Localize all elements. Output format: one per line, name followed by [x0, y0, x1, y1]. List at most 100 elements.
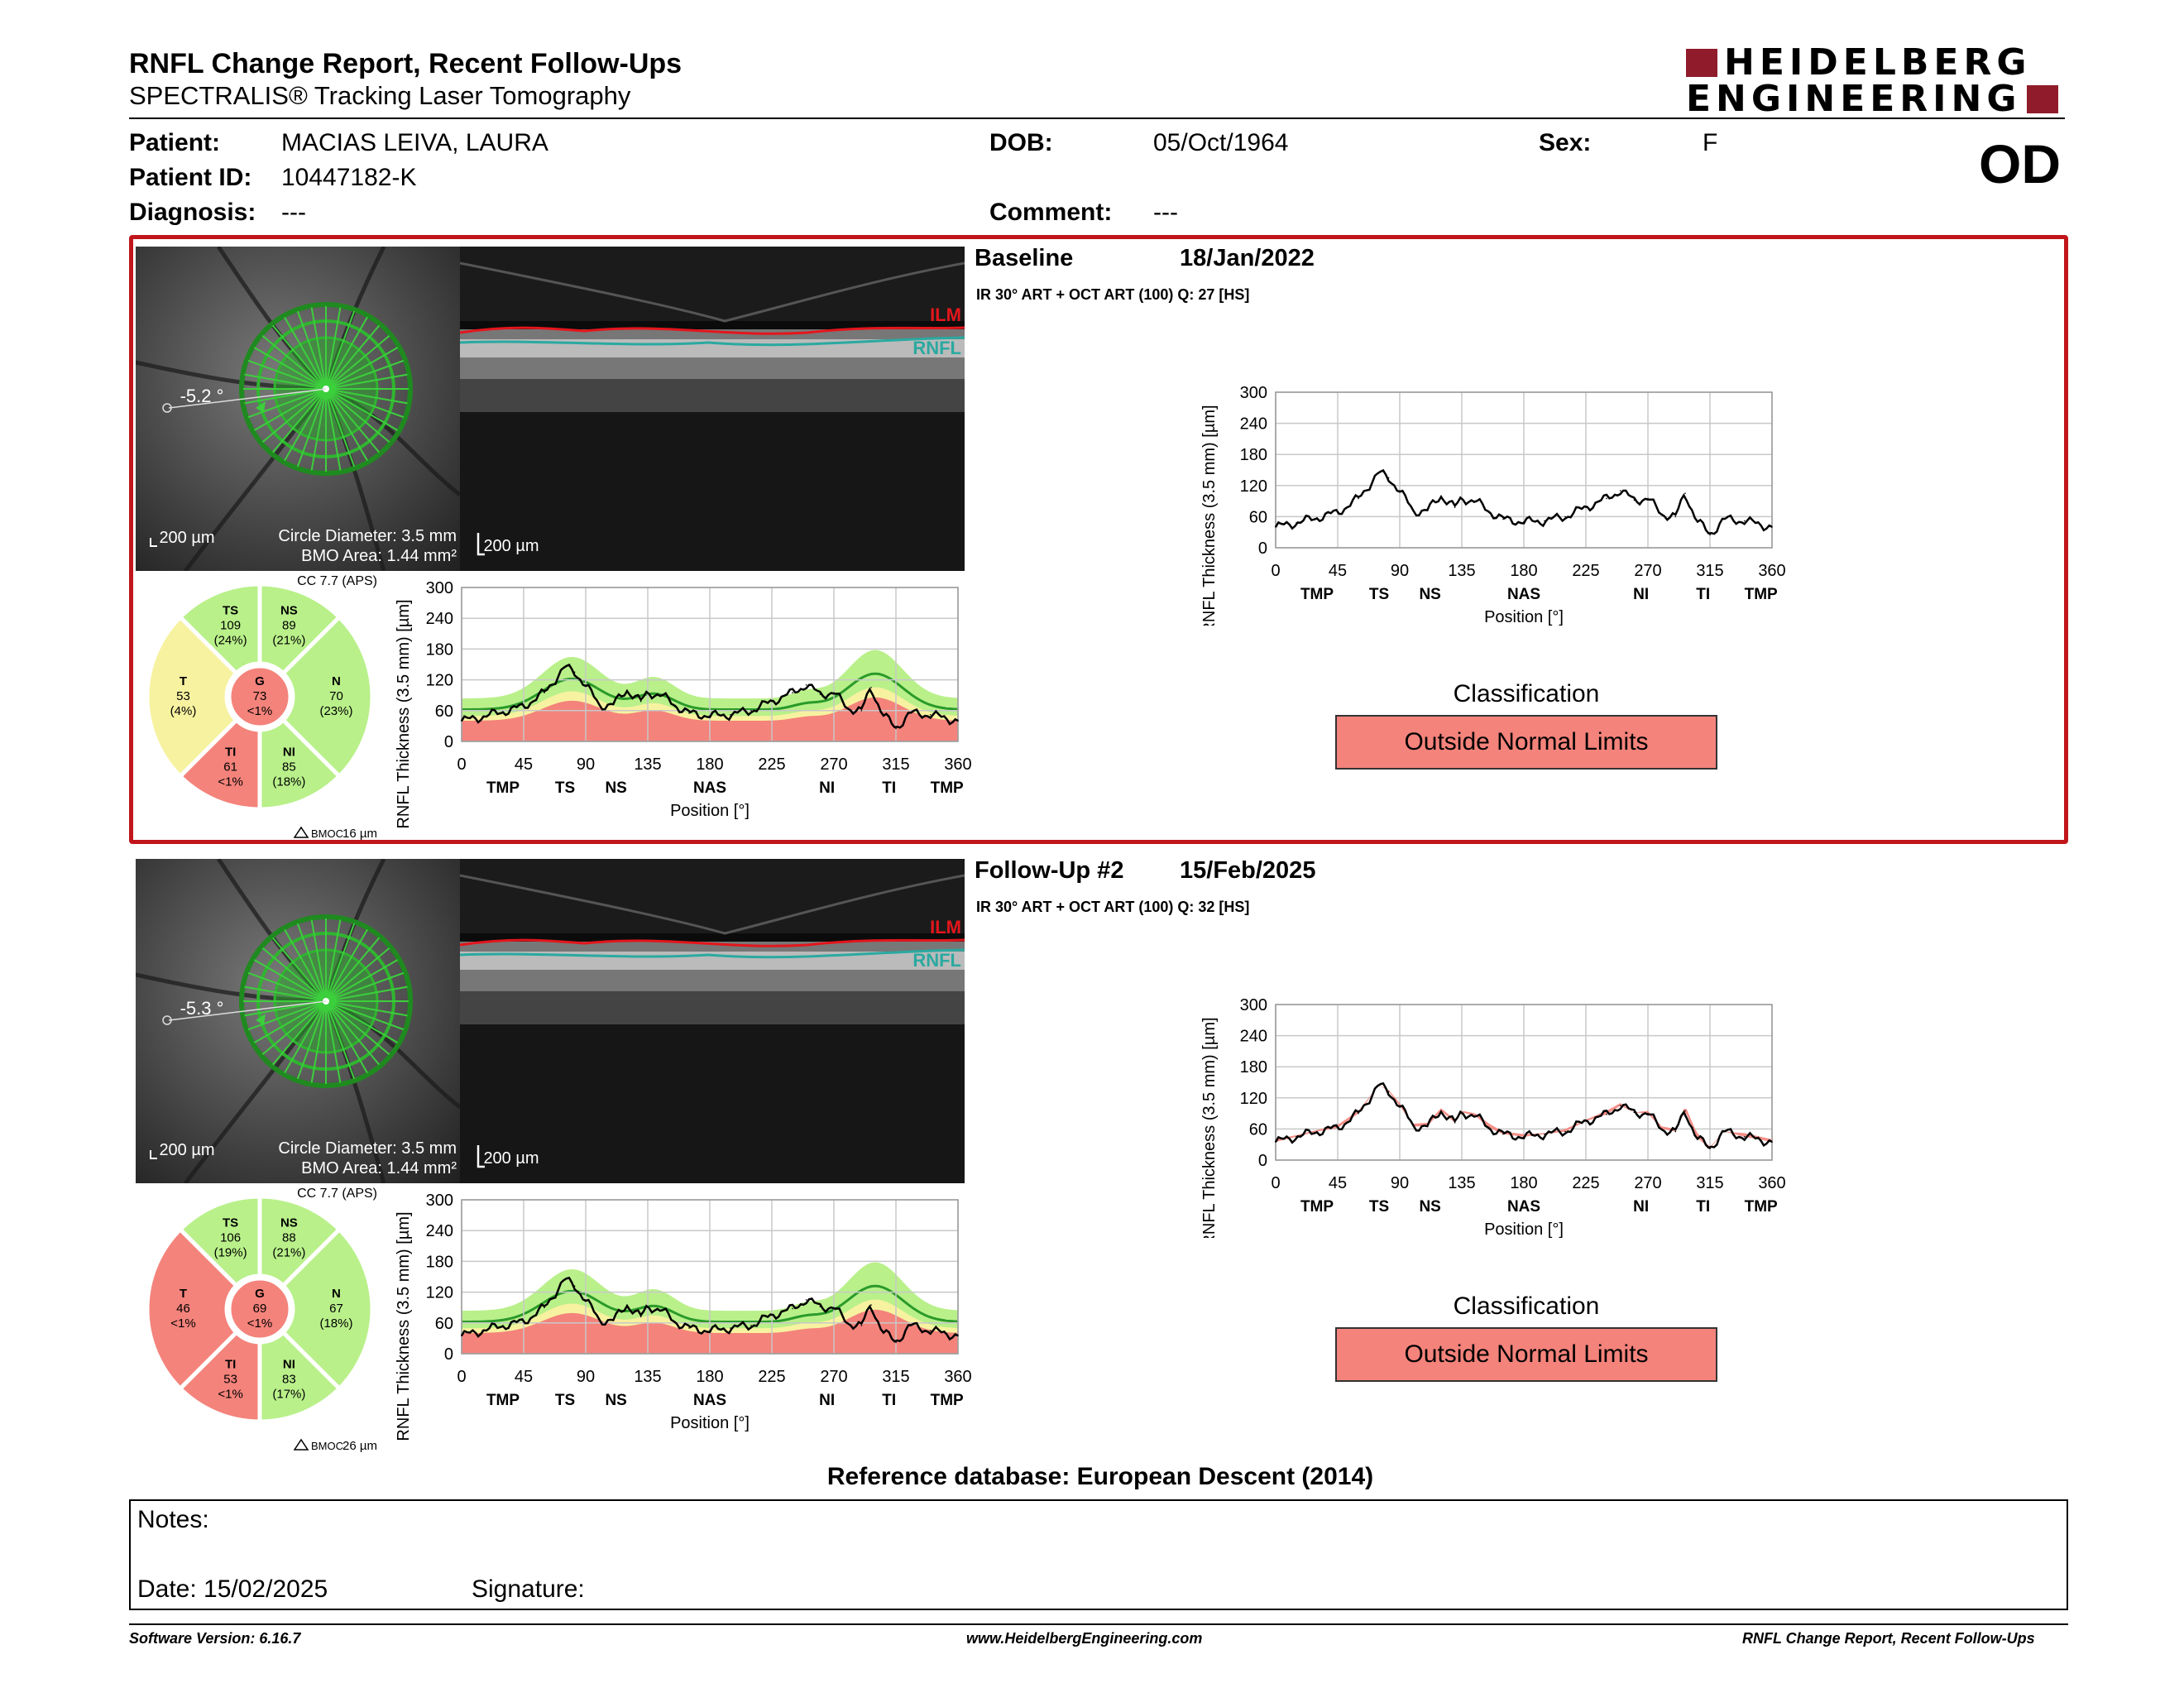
data-point	[1585, 1120, 1587, 1122]
sector-tick-label: TI	[1696, 586, 1710, 603]
patient-id: 10447182-K	[281, 164, 417, 191]
sector-ti-value: 53	[223, 1372, 237, 1386]
data-point	[1684, 1110, 1686, 1112]
sector-tick-label: NS	[1419, 586, 1440, 603]
data-point	[523, 706, 524, 707]
data-point	[1633, 499, 1636, 501]
data-point	[1502, 1133, 1504, 1135]
sector-tick-label: TMP	[931, 779, 964, 797]
angle-label: -5.2 °	[180, 386, 224, 406]
y-axis-label: RNFL Thickness (3.5 mm) [µm]	[395, 599, 413, 828]
x-tick-label: 225	[758, 1368, 785, 1386]
x-tick-label: 225	[1572, 1174, 1599, 1192]
fundus-image: -5.3 ° 200 µm Circle Diameter: 3.5 mm BMO A…	[136, 859, 460, 1183]
data-point	[730, 713, 731, 716]
website-link[interactable]: www.HeidelbergEngineering.com	[966, 1630, 1203, 1647]
patient-name: MACIAS LEIVA, LAURA	[281, 129, 548, 156]
notes-box: Notes: Date: 15/02/2025 Signature:	[129, 1499, 2068, 1610]
diagnosis-value: ---	[281, 199, 306, 226]
data-point	[573, 1285, 576, 1287]
data-point	[805, 1299, 807, 1301]
x-tick-label: 180	[1510, 562, 1537, 580]
classification-result: Outside Normal Limits	[1335, 1327, 1717, 1382]
x-tick-label: 90	[1391, 1174, 1409, 1192]
data-point	[881, 712, 884, 714]
sector-ti-pct: <1%	[218, 1387, 242, 1401]
y-tick-label: 300	[426, 579, 453, 597]
data-point	[481, 716, 483, 718]
x-tick-label: 360	[1758, 1174, 1785, 1192]
x-tick-label: 270	[820, 1368, 847, 1386]
data-point	[612, 703, 615, 706]
x-tick-label: 270	[1634, 1174, 1661, 1192]
data-point	[1387, 1091, 1390, 1093]
sector-ns-pct: (21%)	[272, 634, 305, 648]
data-point	[544, 692, 545, 693]
x-axis-label: Position [°]	[1484, 608, 1564, 626]
data-point	[1695, 518, 1698, 520]
heidelberg-logo: HEIDELBERG ENGINEERING	[1686, 45, 2058, 117]
data-point	[846, 707, 849, 709]
ilm-label: ILM	[930, 917, 961, 938]
data-point	[502, 1325, 504, 1326]
sector-ni	[257, 1329, 342, 1424]
sector-ti-pct: <1%	[218, 774, 242, 789]
x-tick-label: 45	[1329, 1174, 1347, 1192]
eye-od: OD	[1979, 133, 2061, 194]
data-point	[1461, 1111, 1463, 1114]
y-tick-label: 180	[1240, 446, 1267, 464]
x-tick-label: 0	[1271, 562, 1280, 580]
data-point	[1674, 1130, 1677, 1133]
x-tick-label: 135	[634, 755, 661, 774]
x-tick-label: 270	[1634, 562, 1661, 580]
notes-date: Date: 15/02/2025	[137, 1575, 328, 1603]
sector-ts-value: 106	[220, 1231, 241, 1245]
baseline-frame	[129, 235, 2068, 844]
data-point	[1316, 516, 1318, 519]
data-point	[564, 1278, 566, 1280]
data-point	[1619, 1105, 1621, 1106]
data-point	[564, 666, 566, 668]
x-tick-label: 315	[882, 1368, 909, 1386]
x-tick-label: 180	[696, 1368, 723, 1386]
sector-ns-name: NS	[280, 1216, 298, 1230]
data-point	[1709, 1148, 1711, 1150]
sector-ni	[257, 717, 342, 812]
sector-g-pct: <1%	[247, 1316, 272, 1331]
y-tick-label: 240	[1240, 1028, 1267, 1046]
sector-t	[145, 1226, 240, 1392]
x-tick-label: 135	[1448, 1174, 1475, 1192]
data-point	[461, 1335, 462, 1337]
data-point	[792, 1307, 793, 1310]
data-point	[833, 1307, 835, 1308]
data-point	[908, 1325, 911, 1326]
sector-ts-name: TS	[223, 1216, 238, 1230]
x-tick-label: 90	[1391, 562, 1409, 580]
sector-tick-label: TI	[882, 779, 896, 797]
sector-t-value: 46	[176, 1302, 190, 1316]
bmo-area: BMO Area: 1.44 mm²	[301, 547, 457, 565]
data-point	[792, 692, 793, 693]
data-point	[1502, 518, 1504, 520]
sex-label: Sex:	[1539, 129, 1592, 156]
rnfl-thickness-line	[460, 663, 959, 729]
data-point	[709, 1330, 711, 1331]
sector-n-value: 70	[329, 689, 343, 703]
data-point	[870, 1304, 872, 1306]
notes-label: Notes:	[137, 1506, 209, 1533]
x-tick-label: 0	[457, 755, 466, 774]
sector-t-name: T	[180, 1287, 187, 1301]
reference-database: Reference database: European Descent (20…	[826, 1463, 1374, 1490]
sector-n-pct: (23%)	[319, 704, 352, 718]
data-point	[1771, 526, 1773, 528]
sex-value: F	[1703, 129, 1718, 156]
data-point	[1585, 506, 1587, 508]
data-point	[750, 710, 752, 712]
sector-tick-label: NAS	[693, 779, 726, 797]
data-point	[1619, 490, 1621, 492]
y-tick-label: 60	[435, 1315, 453, 1333]
y-tick-label: 120	[426, 672, 453, 690]
sector-tick-label: NI	[819, 1392, 835, 1409]
data-point	[1399, 490, 1401, 492]
